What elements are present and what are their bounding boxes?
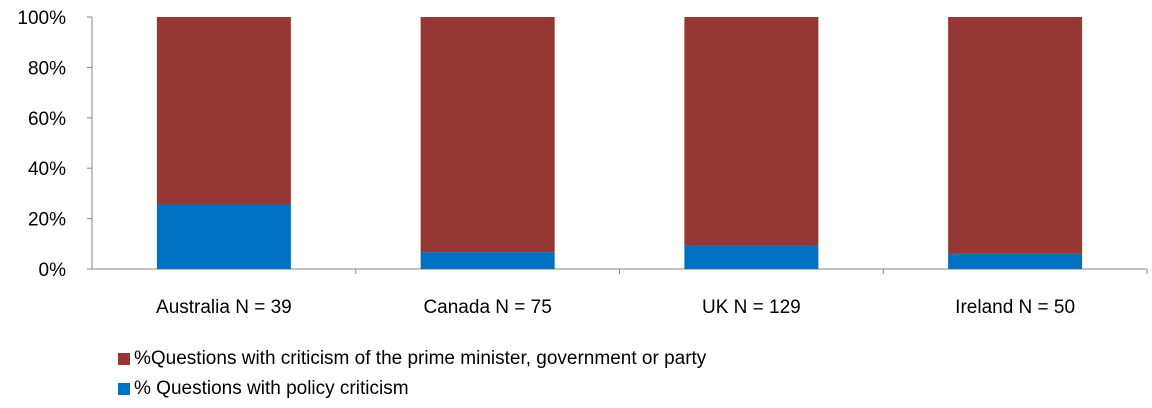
x-category-label: Ireland N = 50 [955,297,1075,318]
y-tick-label: 40% [28,159,66,180]
bar-segment-policy-criticism [948,253,1083,269]
x-category-label: UK N = 129 [702,297,801,318]
bar-segment-criticism-pm [156,17,291,205]
legend-label-policy-criticism: % Questions with policy criticism [134,378,409,399]
x-category-label: Australia N = 39 [156,297,292,318]
legend-item-criticism-pm: %Questions with criticism of the prime m… [118,344,706,374]
bar-segment-policy-criticism [156,204,291,269]
legend-label-criticism-pm: %Questions with criticism of the prime m… [134,348,707,369]
bars [156,17,1083,269]
legend: %Questions with criticism of the prime m… [118,344,706,404]
x-tick-labels: Australia N = 39 Canada N = 75 UK N = 129 I… [156,297,1075,318]
bar-segment-policy-criticism [420,252,555,269]
x-category-label: Canada N = 75 [423,297,551,318]
legend-swatch-criticism-pm [118,353,130,365]
bar-segment-criticism-pm [684,17,819,246]
bar-segment-criticism-pm [420,17,555,253]
legend-item-policy-criticism: % Questions with policy criticism [118,374,706,404]
y-tick-labels: 0% 20% 40% 60% 80% 100% [17,8,66,281]
y-tick-label: 0% [39,260,67,281]
y-tick-label: 100% [17,8,66,29]
y-tick-label: 80% [28,58,66,79]
y-tick-label: 20% [28,210,66,231]
legend-swatch-policy-criticism [118,383,130,395]
bar-segment-criticism-pm [948,17,1083,254]
y-tick-label: 60% [28,109,66,130]
bar-segment-policy-criticism [684,245,819,269]
